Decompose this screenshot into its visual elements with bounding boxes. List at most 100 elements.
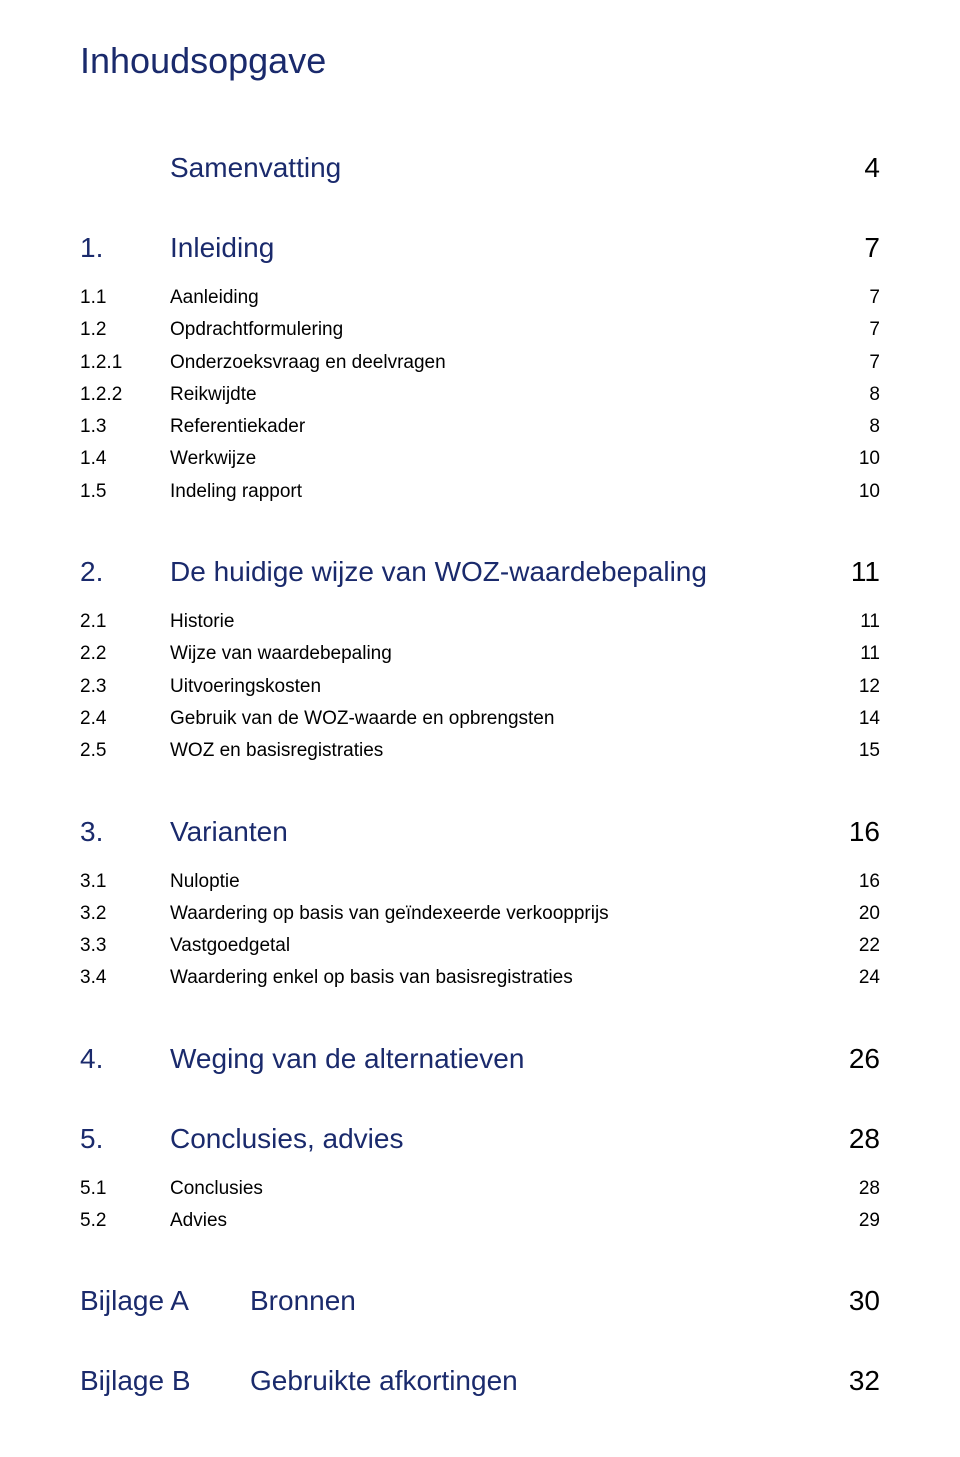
toc-entry-label: Aanleiding — [170, 282, 820, 314]
toc-entry-label: Historie — [170, 606, 820, 638]
toc-entry: 2.5WOZ en basisregistraties15 — [80, 735, 880, 767]
toc-entry-number: 3.3 — [80, 930, 170, 962]
toc-entry-page: 15 — [820, 735, 880, 767]
toc-section-label: Inleiding — [170, 232, 820, 264]
toc-appendix-label: Gebruikte afkortingen — [250, 1365, 820, 1397]
toc-section-label: Weging van de alternatieven — [170, 1043, 820, 1075]
toc-section-heading: 2.De huidige wijze van WOZ-waardebepalin… — [80, 556, 880, 588]
toc-section-label: Varianten — [170, 816, 820, 848]
toc-entry-label: Indeling rapport — [170, 476, 820, 508]
toc-entry-number: 1.2 — [80, 314, 170, 346]
toc-entry-page: 12 — [820, 671, 880, 703]
toc-body: Samenvatting41.Inleiding71.1Aanleiding71… — [80, 152, 880, 1397]
toc-entry-label: Vastgoedgetal — [170, 930, 820, 962]
toc-entry-page: 14 — [820, 703, 880, 735]
toc-appendix-heading: Bijlage BGebruikte afkortingen32 — [80, 1365, 880, 1397]
toc-section-number: 3. — [80, 816, 170, 848]
toc-section-heading: 1.Inleiding7 — [80, 232, 880, 264]
toc-appendix-number: Bijlage A — [80, 1285, 250, 1317]
toc-entry: 1.2.2Reikwijdte8 — [80, 379, 880, 411]
toc-appendix-label: Bronnen — [250, 1285, 820, 1317]
toc-entry: 2.4Gebruik van de WOZ-waarde en opbrengs… — [80, 703, 880, 735]
toc-entry: 2.3Uitvoeringskosten12 — [80, 671, 880, 703]
toc-entry-label: WOZ en basisregistraties — [170, 735, 820, 767]
toc-entry: 2.2Wijze van waardebepaling11 — [80, 638, 880, 670]
toc-entry-label: Gebruik van de WOZ-waarde en opbrengsten — [170, 703, 820, 735]
toc-entry-number: 2.4 — [80, 703, 170, 735]
toc-appendix-page: 32 — [820, 1365, 880, 1397]
toc-entry-number: 2.1 — [80, 606, 170, 638]
toc-entry-number: 5.2 — [80, 1205, 170, 1237]
toc-section-heading: Samenvatting4 — [80, 152, 880, 184]
toc-entry: 1.2Opdrachtformulering7 — [80, 314, 880, 346]
toc-appendix-number: Bijlage B — [80, 1365, 250, 1397]
toc-entry-number: 2.3 — [80, 671, 170, 703]
toc-entry-page: 8 — [820, 411, 880, 443]
toc-entry-page: 22 — [820, 930, 880, 962]
toc-entry-page: 11 — [820, 606, 880, 638]
toc-entry: 3.1Nuloptie16 — [80, 866, 880, 898]
toc-section-label: Samenvatting — [170, 152, 820, 184]
toc-entry-page: 10 — [820, 443, 880, 475]
toc-entry: 5.2Advies29 — [80, 1205, 880, 1237]
toc-entry: 1.2.1Onderzoeksvraag en deelvragen7 — [80, 347, 880, 379]
toc-section-number: 4. — [80, 1043, 170, 1075]
toc-entry-number: 1.5 — [80, 476, 170, 508]
toc-entry-page: 7 — [820, 314, 880, 346]
toc-section-page: 4 — [820, 152, 880, 184]
toc-entry-number: 1.2.2 — [80, 379, 170, 411]
toc-section-page: 28 — [820, 1123, 880, 1155]
toc-entry-number: 3.1 — [80, 866, 170, 898]
toc-entry-number: 1.2.1 — [80, 347, 170, 379]
toc-entry-label: Uitvoeringskosten — [170, 671, 820, 703]
toc-entry-number: 1.4 — [80, 443, 170, 475]
toc-section-heading: 4.Weging van de alternatieven26 — [80, 1043, 880, 1075]
toc-entry-label: Reikwijdte — [170, 379, 820, 411]
toc-section-page: 11 — [820, 556, 880, 588]
toc-entry: 5.1Conclusies28 — [80, 1173, 880, 1205]
toc-appendix-page: 30 — [820, 1285, 880, 1317]
toc-entry-page: 16 — [820, 866, 880, 898]
toc-entry-label: Advies — [170, 1205, 820, 1237]
toc-section-number: 5. — [80, 1123, 170, 1155]
toc-entry-number: 3.4 — [80, 962, 170, 994]
toc-section-number: 2. — [80, 556, 170, 588]
toc-section-page: 16 — [820, 816, 880, 848]
toc-entry: 2.1Historie11 — [80, 606, 880, 638]
toc-entry-label: Waardering enkel op basis van basisregis… — [170, 962, 820, 994]
toc-entry: 3.2Waardering op basis van geïndexeerde … — [80, 898, 880, 930]
toc-entry-number: 3.2 — [80, 898, 170, 930]
toc-entry: 1.4Werkwijze10 — [80, 443, 880, 475]
toc-entry-page: 10 — [820, 476, 880, 508]
toc-entry-number: 2.5 — [80, 735, 170, 767]
toc-section-number: 1. — [80, 232, 170, 264]
toc-appendix-heading: Bijlage ABronnen30 — [80, 1285, 880, 1317]
toc-entry-number: 1.3 — [80, 411, 170, 443]
toc-entry-label: Nuloptie — [170, 866, 820, 898]
toc-entry-label: Waardering op basis van geïndexeerde ver… — [170, 898, 820, 930]
toc-entry-label: Conclusies — [170, 1173, 820, 1205]
toc-section-heading: 5.Conclusies, advies28 — [80, 1123, 880, 1155]
toc-entry-page: 20 — [820, 898, 880, 930]
toc-entry-number: 1.1 — [80, 282, 170, 314]
toc-entry: 1.5Indeling rapport10 — [80, 476, 880, 508]
toc-section-label: De huidige wijze van WOZ-waardebepaling — [170, 556, 820, 588]
toc-entry-page: 28 — [820, 1173, 880, 1205]
toc-entry: 3.4Waardering enkel op basis van basisre… — [80, 962, 880, 994]
toc-entry-label: Referentiekader — [170, 411, 820, 443]
toc-entry-page: 8 — [820, 379, 880, 411]
doc-title: Inhoudsopgave — [80, 40, 880, 82]
toc-entry-label: Wijze van waardebepaling — [170, 638, 820, 670]
toc-entry-label: Onderzoeksvraag en deelvragen — [170, 347, 820, 379]
toc-section-page: 26 — [820, 1043, 880, 1075]
toc-entry-label: Opdrachtformulering — [170, 314, 820, 346]
toc-entry-number: 5.1 — [80, 1173, 170, 1205]
toc-entry-page: 7 — [820, 282, 880, 314]
toc-entry-number: 2.2 — [80, 638, 170, 670]
toc-entry-page: 29 — [820, 1205, 880, 1237]
toc-entry-label: Werkwijze — [170, 443, 820, 475]
toc-entry-page: 11 — [820, 638, 880, 670]
toc-entry: 3.3Vastgoedgetal22 — [80, 930, 880, 962]
toc-section-page: 7 — [820, 232, 880, 264]
toc-entry-page: 24 — [820, 962, 880, 994]
